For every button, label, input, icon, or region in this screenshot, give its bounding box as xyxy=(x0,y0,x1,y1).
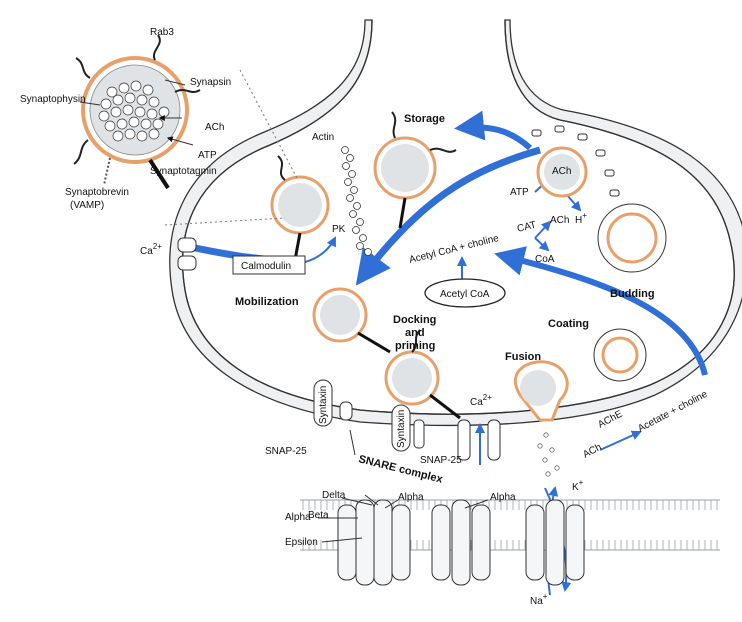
docking-vesicle xyxy=(384,329,461,420)
clathrin-fragments xyxy=(531,125,620,197)
leader-lines xyxy=(79,79,489,543)
storage-label: Storage xyxy=(404,113,445,125)
fusion-label: Fusion xyxy=(505,351,541,363)
syntaxin-center: Syntaxin xyxy=(391,404,411,452)
synaptobrevin-label: Synaptobrevin xyxy=(65,187,129,198)
coating-label: Coating xyxy=(548,318,589,330)
mitochondrion xyxy=(424,278,506,308)
ca-left-label: Ca2+ xyxy=(140,242,162,257)
atp-vesicle-label: ATP xyxy=(198,150,217,161)
mobilization-label: Mobilization xyxy=(235,296,299,308)
budding-label: Budding xyxy=(610,288,655,300)
dotted-callout-lines xyxy=(164,69,299,226)
synaptotagmin-label: Synaptotagmin xyxy=(150,166,217,177)
alpha-left-label: Alpha xyxy=(285,512,311,523)
calmodulin-label: Calmodulin xyxy=(241,261,291,272)
syntaxin-left: Syntaxin xyxy=(313,379,333,427)
alpha-right-label: Alpha xyxy=(490,492,516,503)
and-label: and xyxy=(405,327,425,339)
vesicle-detail xyxy=(73,34,201,190)
ca-channel-left xyxy=(177,237,197,271)
acetylcoa-choline-label: Acetyl CoA + choline xyxy=(408,233,500,266)
receptor-channels xyxy=(337,499,585,586)
synapsin-label: Synapsin xyxy=(190,77,231,88)
ach-vesicle-label: ACh xyxy=(205,122,224,133)
actin-vesicle xyxy=(270,155,330,261)
pk-label: PK xyxy=(332,224,346,235)
snap25-center-label: SNAP-25 xyxy=(420,455,462,466)
delta-label: Delta xyxy=(322,490,346,501)
snap25-left-protein xyxy=(339,401,353,421)
syntaxin-left-label: Syntaxin xyxy=(318,386,329,424)
fusion-vesicle xyxy=(513,360,569,477)
alpha-center-label: Alpha xyxy=(398,492,424,503)
coating-vesicle xyxy=(593,328,647,382)
snap25-center-protein xyxy=(413,419,425,449)
synaptophysin-label: Synaptophysin xyxy=(20,94,86,105)
pathway-arrows xyxy=(194,110,708,596)
rab3-label: Rab3 xyxy=(150,27,174,38)
actin-label: Actin xyxy=(312,132,334,143)
acetylcoa-mito-label: Acetyl CoA xyxy=(440,289,490,300)
ca-channel-right xyxy=(457,419,501,461)
vamp-label: (VAMP) xyxy=(70,200,104,211)
syntaxin-center-label: Syntaxin xyxy=(396,410,407,448)
calmodulin-box xyxy=(232,255,306,275)
priming-label: priming xyxy=(395,340,435,352)
beta-label: Beta xyxy=(308,510,329,521)
ach-synthesis-vesicle-label: ACh xyxy=(552,166,571,177)
coa-label: CoA xyxy=(535,254,555,265)
actin-filament xyxy=(341,146,372,256)
cat-label: CAT xyxy=(516,220,537,235)
synthesis-vesicle xyxy=(536,146,588,198)
atp-right-label: ATP xyxy=(510,187,529,198)
na-plus-label: Na+ xyxy=(530,592,548,607)
snap25-left-label: SNAP-25 xyxy=(265,446,307,457)
ca-right-label: Ca2+ xyxy=(470,393,492,408)
nerve-terminal-membrane xyxy=(169,19,742,427)
docking-label: Docking xyxy=(393,314,436,326)
epsilon-label: Epsilon xyxy=(285,537,318,548)
budding-vesicle xyxy=(597,203,667,273)
ach-right-label: ACh xyxy=(550,215,569,226)
h-plus-label: H+ xyxy=(575,211,587,226)
mobilization-vesicle xyxy=(312,287,391,354)
storage-vesicle xyxy=(373,111,457,229)
k-plus-label: K+ xyxy=(572,478,584,493)
ach-cleft-label: ACh xyxy=(581,442,603,461)
